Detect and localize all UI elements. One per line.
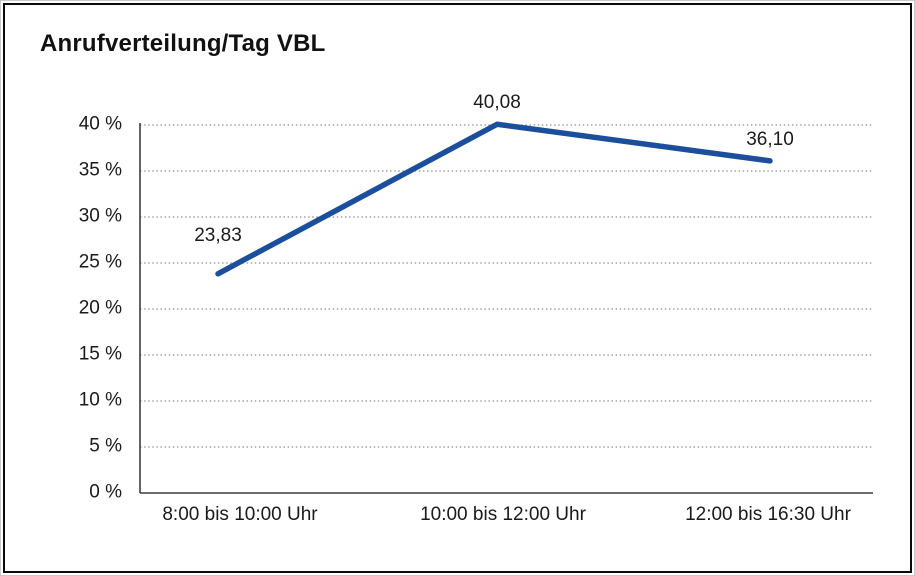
data-point-label: 36,10	[746, 128, 794, 150]
y-axis-tick-label: 40 %	[78, 113, 122, 135]
y-axis-tick-label: 10 %	[78, 389, 122, 411]
x-axis-category-label: 10:00 bis 12:00 Uhr	[420, 504, 586, 525]
y-axis-tick-label: 30 %	[78, 205, 122, 227]
chart-title: Anrufverteilung/Tag VBL	[40, 30, 326, 57]
y-axis-tick-label: 20 %	[78, 297, 122, 319]
y-axis-tick-label: 25 %	[78, 251, 122, 273]
data-point-label: 23,83	[194, 224, 242, 246]
x-axis-category-label: 12:00 bis 16:30 Uhr	[685, 504, 851, 525]
y-axis-tick-label: 5 %	[89, 435, 122, 457]
chart-line-series	[215, 121, 773, 277]
chart-frame	[3, 3, 912, 573]
data-point-label: 40,08	[473, 92, 521, 114]
y-axis-tick-label: 15 %	[78, 343, 122, 365]
x-axis-category-label: 8:00 bis 10:00 Uhr	[162, 504, 318, 525]
y-axis-tick-label: 35 %	[78, 159, 122, 181]
y-axis-tick-label: 0 %	[89, 481, 122, 503]
